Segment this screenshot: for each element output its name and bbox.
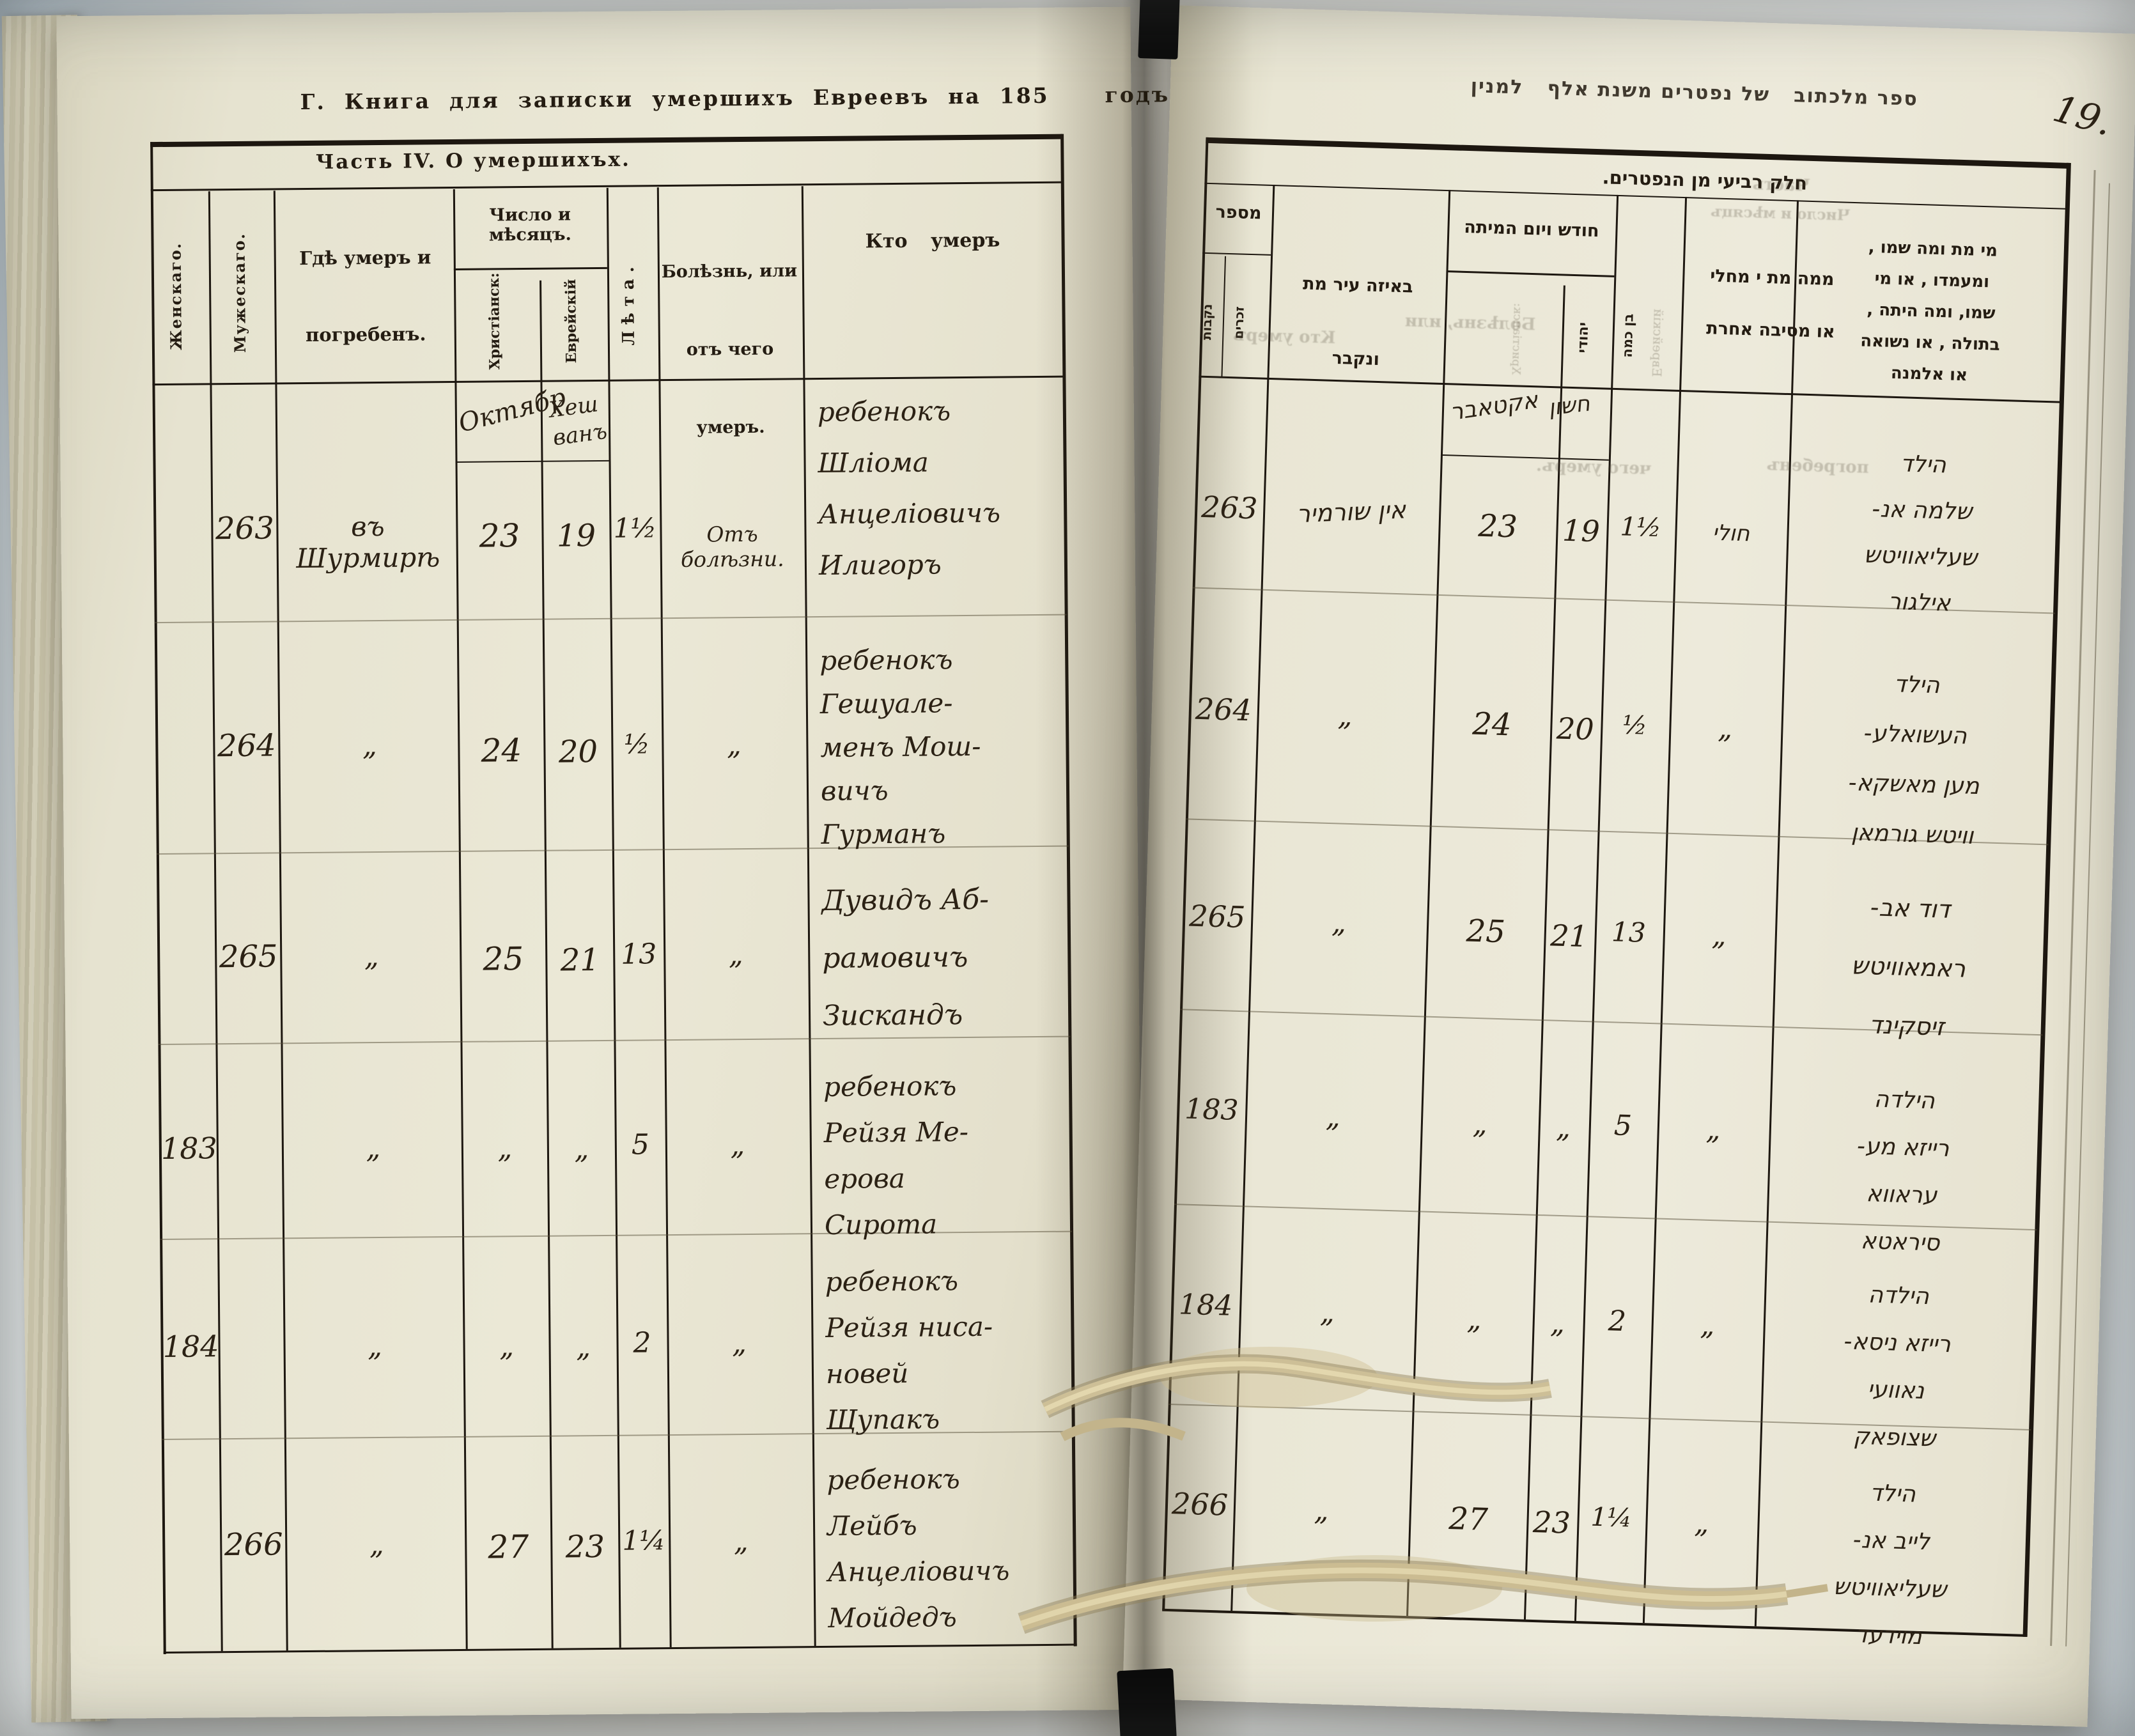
binding-strap-bottom	[1117, 1668, 1177, 1736]
gutter-shadow	[1036, 0, 1253, 1736]
binding-strap-top	[1138, 0, 1180, 60]
